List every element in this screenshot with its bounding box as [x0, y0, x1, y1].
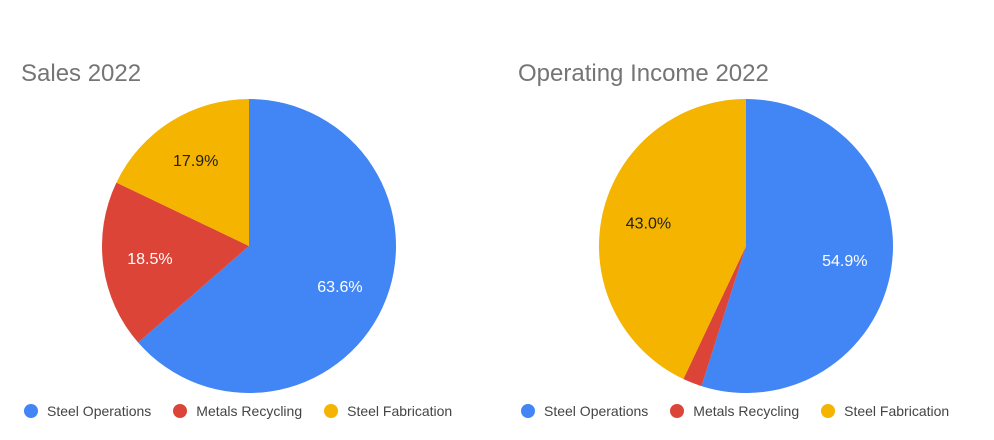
legend-swatch: [324, 404, 339, 418]
pie-slice-metals-recycling[interactable]: [683, 246, 746, 387]
legend-item-metals-recycling[interactable]: Metals Recycling: [173, 403, 302, 419]
legend-swatch: [670, 404, 685, 418]
pie-slice-steel-fabrication[interactable]: [116, 98, 249, 246]
sales-2022-chart: Sales 2022 63.6% 18.5% 17.9% Steel Operati…: [21, 60, 474, 419]
slice-label-steel-operations: 54.9%: [822, 253, 867, 270]
legend-swatch: [521, 404, 535, 418]
legend-item-metals-recycling[interactable]: Metals Recycling: [670, 403, 799, 419]
slice-label-steel-fabrication: 43.0%: [626, 216, 671, 233]
legend-item-steel-operations[interactable]: Steel Operations: [521, 403, 648, 419]
legend-label: Steel Fabrication: [347, 403, 453, 419]
legend-label: Steel Operations: [544, 403, 649, 419]
legend-swatch: [173, 404, 188, 418]
legend-label: Metals Recycling: [693, 403, 800, 419]
slice-label-steel-fabrication: 17.9%: [173, 153, 218, 170]
pie-slice-metals-recycling[interactable]: [102, 182, 250, 343]
operating-income-pie: 54.9% 43.0%: [599, 98, 893, 393]
pie-slice-steel-fabrication[interactable]: [599, 98, 746, 380]
legend-swatch: [821, 404, 836, 418]
chart-title: Operating Income 2022: [518, 60, 769, 87]
slice-label-metals-recycling: 18.5%: [127, 251, 172, 268]
legend-item-steel-fabrication[interactable]: Steel Fabrication: [821, 403, 949, 419]
legend-label: Steel Fabrication: [844, 403, 950, 419]
slice-label-steel-operations: 63.6%: [317, 279, 362, 296]
chart-legend: Steel Operations Metals Recycling Steel …: [24, 403, 474, 419]
pie-slice-steel-operations[interactable]: [138, 99, 396, 393]
legend-label: Steel Operations: [47, 403, 152, 419]
legend-item-steel-operations[interactable]: Steel Operations: [24, 403, 151, 419]
pie-slice-steel-operations[interactable]: [701, 99, 893, 393]
chart-title: Sales 2022: [21, 60, 142, 87]
chart-legend: Steel Operations Metals Recycling Steel …: [521, 403, 971, 419]
operating-income-2022-chart: Operating Income 2022 54.9% 43.0% Steel O…: [497, 0, 994, 440]
legend-label: Metals Recycling: [196, 403, 303, 419]
legend-item-steel-fabrication[interactable]: Steel Fabrication: [324, 403, 452, 419]
sales-pie: 63.6% 18.5% 17.9%: [102, 98, 396, 393]
legend-swatch: [24, 404, 38, 418]
